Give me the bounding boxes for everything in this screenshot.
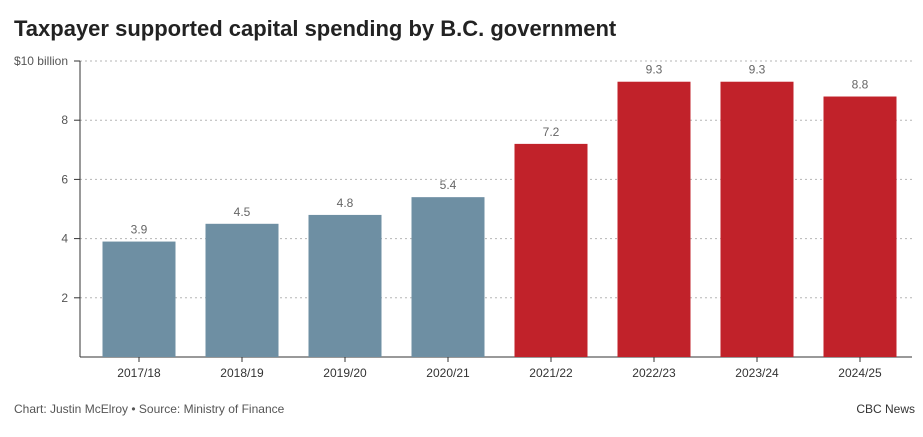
value-label: 7.2 [543,125,560,139]
bar-2023-24 [720,81,794,357]
x-tick-label: 2017/18 [117,366,161,380]
x-tick-label: 2021/22 [529,366,573,380]
x-axis-labels: 2017/18 2018/19 2019/20 2020/21 2021/22 2022/… [117,357,882,380]
value-label: 5.4 [440,178,457,192]
value-label: 4.8 [337,196,354,210]
value-label: 9.3 [646,63,663,77]
bar-2017-18 [102,241,176,357]
value-label: 9.3 [749,63,766,77]
x-tick-label: 2020/21 [426,366,470,380]
bar-2022-23 [617,81,691,357]
y-tick-label: 4 [61,232,68,246]
grid-lines [80,60,912,299]
bar-2021-22 [514,143,588,357]
chart-title: Taxpayer supported capital spending by B… [14,16,617,41]
y-tick-label: $10 billion [14,54,68,68]
y-tick-label: 6 [61,172,68,186]
x-tick-label: 2018/19 [220,366,264,380]
value-label: 3.9 [131,223,148,237]
bar-2018-19 [205,223,279,357]
y-tick-label: 8 [61,113,68,127]
source-credit: Chart: Justin McElroy • Source: Ministry… [14,402,285,416]
value-label: 8.8 [852,78,869,92]
value-label: 4.5 [234,205,251,219]
x-tick-label: 2023/24 [735,366,779,380]
brand-label: CBC News [856,402,915,416]
bar-2019-20 [308,214,382,357]
x-tick-label: 2019/20 [323,366,367,380]
bar-2024-25 [823,96,897,358]
bars [102,81,897,358]
x-tick-label: 2022/23 [632,366,676,380]
value-labels: 3.9 4.5 4.8 5.4 7.2 9.3 9.3 8.8 [131,63,869,237]
x-tick-label: 2024/25 [838,366,882,380]
y-tick-label: 2 [61,291,68,305]
bar-2020-21 [411,197,485,357]
y-axis-ticks: 2 4 6 8 $10 billion [14,54,80,305]
